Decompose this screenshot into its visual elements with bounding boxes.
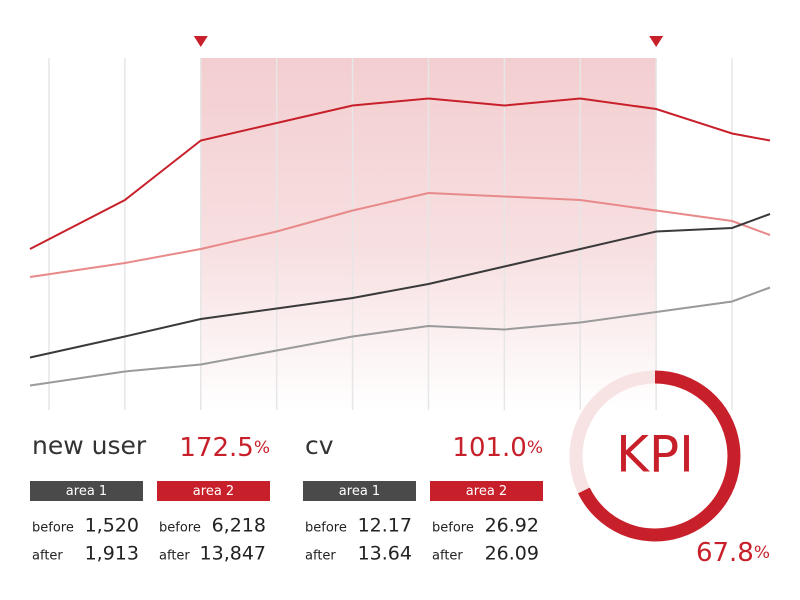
row-value: 1,913 (85, 543, 139, 565)
rate-value: 101.0 (452, 433, 526, 463)
row-value: 1,520 (85, 515, 139, 537)
row-value: 6,218 (212, 515, 266, 537)
row-label: after (305, 549, 336, 564)
panel-rate: 101.0% (452, 433, 543, 463)
row-value: 26.92 (485, 515, 539, 537)
series-line (29, 191, 771, 278)
row-value: 26.09 (485, 543, 539, 565)
highlight-marker (193, 36, 208, 47)
rate-unit: % (527, 438, 543, 458)
panel-rate: 172.5% (179, 433, 270, 463)
kpi-unit: % (754, 543, 770, 563)
kpi-number: 67.8 (696, 538, 754, 568)
rate-value: 172.5 (179, 433, 253, 463)
row-value: 13.64 (358, 543, 412, 565)
kpi-label: KPI (616, 426, 694, 484)
row-value: 13,847 (200, 543, 266, 565)
row-label: before (305, 521, 347, 536)
column-tag (30, 481, 143, 501)
column-tag (157, 481, 270, 501)
kpi-value: 67.8% (696, 538, 770, 568)
kpi-arc (578, 370, 741, 542)
column-label: area 1 (339, 484, 380, 499)
highlight-marker (649, 36, 664, 47)
row-label: after (159, 549, 190, 564)
column-tag (430, 481, 543, 501)
row-label: after (32, 549, 63, 564)
row-label: after (432, 549, 463, 564)
row-label: before (159, 521, 201, 536)
row-value: 12.17 (358, 515, 412, 537)
panel-title: new user (32, 431, 147, 460)
series-line (29, 213, 771, 359)
row-label: before (32, 521, 74, 536)
column-label: area 2 (466, 484, 507, 499)
series-line (29, 97, 771, 250)
series-line (29, 286, 771, 387)
column-tag (303, 481, 416, 501)
column-label: area 2 (193, 484, 234, 499)
row-label: before (432, 521, 474, 536)
rate-unit: % (254, 438, 270, 458)
column-label: area 1 (66, 484, 107, 499)
panel-title: cv (305, 431, 334, 460)
